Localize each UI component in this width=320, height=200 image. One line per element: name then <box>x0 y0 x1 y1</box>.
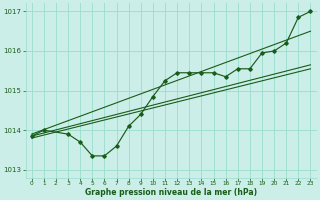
X-axis label: Graphe pression niveau de la mer (hPa): Graphe pression niveau de la mer (hPa) <box>85 188 257 197</box>
